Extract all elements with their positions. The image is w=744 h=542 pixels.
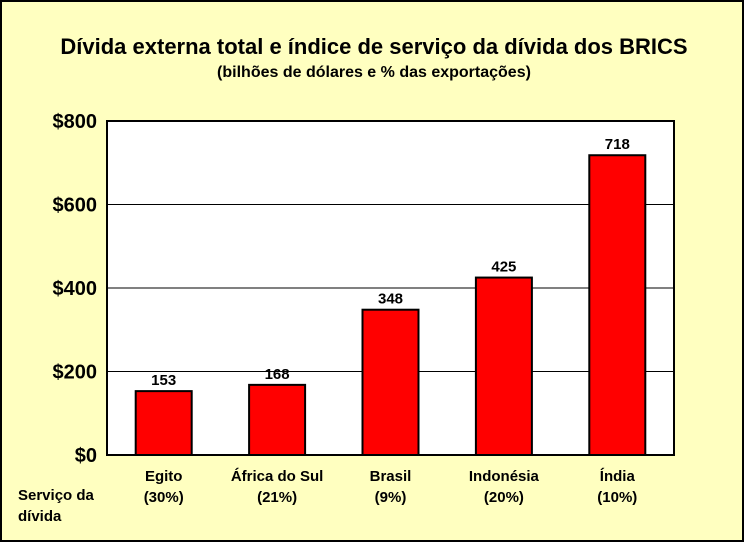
debt-service-label-line1: Serviço da [18, 487, 94, 504]
bar-1 [134, 390, 193, 456]
bar-4 [474, 276, 533, 456]
debt-service-label-line2: dívida [18, 508, 62, 525]
debt-service-value: (21%) [257, 489, 297, 506]
x-tick-label: Egito [145, 468, 183, 485]
debt-service-value: (30%) [144, 489, 184, 506]
data-label: 425 [491, 259, 516, 276]
y-tick-label: $200 [53, 362, 98, 384]
chart-subtitle: (bilhões de dólares e % das exportações) [217, 64, 531, 81]
data-label: 168 [265, 366, 290, 383]
y-tick-label: $800 [53, 111, 98, 133]
debt-service-value: (20%) [484, 489, 524, 506]
y-tick-label: $400 [53, 278, 98, 300]
data-label: 718 [605, 136, 630, 153]
x-tick-label: Brasil [370, 468, 412, 485]
bar-5 [588, 154, 647, 457]
x-tick-label: Índia [600, 468, 636, 485]
debt-service-value: (10%) [597, 489, 637, 506]
x-tick-label: África do Sul [231, 468, 324, 485]
y-tick-label: $0 [75, 445, 97, 467]
bar-3 [361, 308, 420, 456]
data-label: 153 [151, 372, 176, 389]
plot-border [106, 120, 675, 456]
x-tick-label: Indonésia [469, 468, 540, 485]
data-label: 348 [378, 291, 403, 308]
y-tick-label: $600 [53, 195, 98, 217]
debt-service-value: (9%) [375, 489, 407, 506]
bar-2 [248, 383, 307, 456]
chart-title: Dívida externa total e índice de serviço… [60, 34, 688, 59]
